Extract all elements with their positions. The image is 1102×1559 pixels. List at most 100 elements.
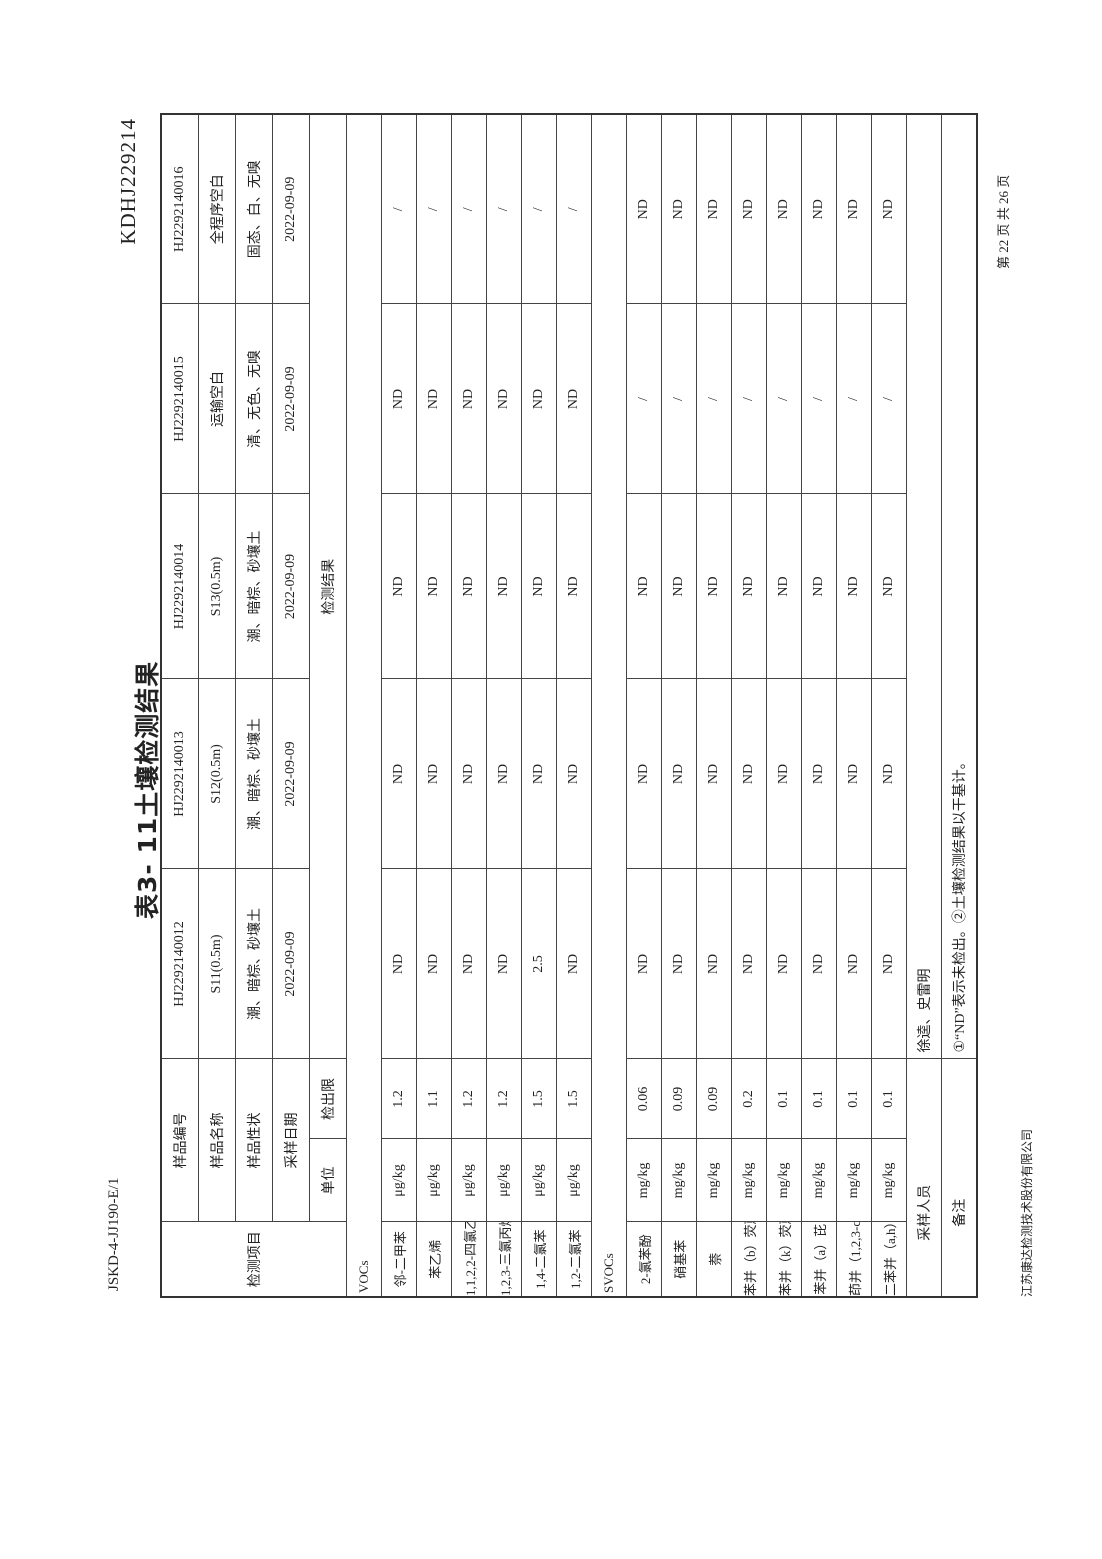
sample-name-cell: S13(0.5m) bbox=[198, 494, 236, 679]
item-name: 硝基苯 bbox=[661, 1222, 697, 1297]
sample-state-cell: 潮、暗棕、砂壤土 bbox=[235, 679, 273, 869]
result-value: / bbox=[766, 304, 802, 494]
item-name: 邻-二甲苯 bbox=[381, 1222, 417, 1297]
sample-state-cell: 清、无色、无嗅 bbox=[235, 304, 273, 494]
result-value: ND bbox=[521, 304, 557, 494]
result-value: ND bbox=[766, 679, 802, 869]
item-name: 苯乙烯 bbox=[416, 1222, 452, 1297]
table-title: 表3- 11土壤检测结果 bbox=[133, 660, 162, 919]
item-header: 检测项目 bbox=[161, 1222, 347, 1297]
result-value: ND bbox=[381, 679, 417, 869]
item-unit: μg/kg bbox=[416, 1139, 452, 1222]
table-row: 苯乙烯 μg/kg 1.1 ND ND ND ND / bbox=[416, 114, 452, 1297]
item-limit: 0.2 bbox=[731, 1059, 767, 1139]
result-value: / bbox=[626, 304, 662, 494]
table-row: 萘 mg/kg 0.09 ND ND ND / ND bbox=[696, 114, 732, 1297]
soil-test-results-table: 检测项目 样品编号 HJ2292140012 HJ2292140013 HJ229214… bbox=[160, 113, 978, 1298]
result-value: / bbox=[661, 304, 697, 494]
result-value: ND bbox=[486, 304, 522, 494]
page-number: 第 22 页 共 26 页 bbox=[996, 174, 1011, 269]
result-header: 检测结果 bbox=[309, 114, 347, 1059]
sample-state-cell: 潮、暗棕、砂壤土 bbox=[235, 869, 273, 1059]
sample-state-cell: 固态、白、无嗅 bbox=[235, 114, 273, 304]
item-limit: 1.2 bbox=[381, 1059, 417, 1139]
unit-header: 单位 bbox=[309, 1139, 347, 1222]
result-value: ND bbox=[626, 679, 662, 869]
sample-id-cell: HJ2292140015 bbox=[161, 304, 199, 494]
sample-name-cell: 运输空白 bbox=[198, 304, 236, 494]
result-value: / bbox=[801, 304, 837, 494]
result-value: / bbox=[871, 304, 907, 494]
item-unit: μg/kg bbox=[451, 1139, 487, 1222]
item-unit: mg/kg bbox=[766, 1139, 802, 1222]
item-limit: 0.06 bbox=[626, 1059, 662, 1139]
result-value: ND bbox=[836, 869, 872, 1059]
result-value: ND bbox=[801, 869, 837, 1059]
item-unit: μg/kg bbox=[521, 1139, 557, 1222]
sample-id-cell: HJ2292140012 bbox=[161, 869, 199, 1059]
item-unit: mg/kg bbox=[696, 1139, 732, 1222]
item-unit: mg/kg bbox=[836, 1139, 872, 1222]
result-value: ND bbox=[556, 304, 592, 494]
table-row: 苯并（a）芘 mg/kg 0.1 ND ND ND / ND bbox=[801, 114, 837, 1297]
result-value: ND bbox=[416, 494, 452, 679]
item-unit: mg/kg bbox=[731, 1139, 767, 1222]
result-value: ND bbox=[626, 494, 662, 679]
sample-state-cell: 潮、暗棕、砂壤土 bbox=[235, 494, 273, 679]
group-row: VOCs bbox=[346, 114, 382, 1297]
item-name: 苯并（k）荧蒽 bbox=[766, 1222, 802, 1297]
result-value: ND bbox=[381, 869, 417, 1059]
table-row: 1,1,2,2-四氯乙烷 μg/kg 1.2 ND ND ND ND / bbox=[451, 114, 487, 1297]
sampler-value: 徐逵、史雷明 bbox=[906, 114, 942, 1059]
item-limit: 0.1 bbox=[871, 1059, 907, 1139]
result-value: ND bbox=[696, 869, 732, 1059]
result-value: ND bbox=[556, 494, 592, 679]
sample-date-cell: 2022-09-09 bbox=[272, 114, 310, 304]
result-value: ND bbox=[626, 114, 662, 304]
sampler-row: 采样人员 徐逵、史雷明 bbox=[906, 114, 942, 1297]
item-limit: 0.1 bbox=[801, 1059, 837, 1139]
item-limit: 1.2 bbox=[451, 1059, 487, 1139]
table-row: 1,2-二氯苯 μg/kg 1.5 ND ND ND ND / bbox=[556, 114, 592, 1297]
header-row-sample-id: 检测项目 样品编号 HJ2292140012 HJ2292140013 HJ229214… bbox=[161, 114, 347, 1297]
item-name: 1,1,2,2-四氯乙烷 bbox=[451, 1222, 487, 1297]
sample-name-cell: 全程序空白 bbox=[198, 114, 236, 304]
remark-value: ①“ND”表示未检出。②土壤检测结果以干基计。 bbox=[941, 114, 977, 1059]
result-value: ND bbox=[416, 869, 452, 1059]
table-row: 2-氯苯酚 mg/kg 0.06 ND ND ND / ND bbox=[626, 114, 662, 1297]
result-value: ND bbox=[801, 679, 837, 869]
item-name: 萘 bbox=[696, 1222, 732, 1297]
result-value: ND bbox=[661, 869, 697, 1059]
remark-row: 备注 ①“ND”表示未检出。②土壤检测结果以干基计。 bbox=[941, 114, 977, 1297]
result-value: ND bbox=[416, 304, 452, 494]
remark-label: 备注 bbox=[941, 1059, 977, 1297]
item-name: 茚并（1,2,3-c,d)芘 bbox=[836, 1222, 872, 1297]
result-value: ND bbox=[381, 304, 417, 494]
sample-date-cell: 2022-09-09 bbox=[272, 869, 310, 1059]
sample-name-cell: S11(0.5m) bbox=[198, 869, 236, 1059]
result-value: / bbox=[696, 304, 732, 494]
result-value: ND bbox=[521, 679, 557, 869]
result-value: / bbox=[521, 114, 557, 304]
result-value: ND bbox=[486, 494, 522, 679]
result-value: ND bbox=[696, 679, 732, 869]
result-value: ND bbox=[836, 114, 872, 304]
result-value: ND bbox=[696, 114, 732, 304]
item-name: 1,2-二氯苯 bbox=[556, 1222, 592, 1297]
table-row: 1,2,3-三氯丙烷 μg/kg 1.2 ND ND ND ND / bbox=[486, 114, 522, 1297]
group-row: SVOCs bbox=[591, 114, 627, 1297]
result-value: ND bbox=[486, 869, 522, 1059]
result-value: ND bbox=[556, 679, 592, 869]
result-value: / bbox=[556, 114, 592, 304]
header-row-sample-date: 采样日期 2022-09-09 2022-09-09 2022-09-09 2022-0… bbox=[272, 114, 310, 1297]
result-value: ND bbox=[416, 679, 452, 869]
table-row: 苯并（b）荧蒽 mg/kg 0.2 ND ND ND / ND bbox=[731, 114, 767, 1297]
result-value: ND bbox=[451, 679, 487, 869]
item-unit: μg/kg bbox=[381, 1139, 417, 1222]
sample-state-label: 样品性状 bbox=[235, 1059, 273, 1222]
result-value: ND bbox=[381, 494, 417, 679]
table-row: 1,4-二氯苯 μg/kg 1.5 2.5 ND ND ND / bbox=[521, 114, 557, 1297]
result-value: ND bbox=[661, 114, 697, 304]
result-value: ND bbox=[871, 494, 907, 679]
item-limit: 0.1 bbox=[836, 1059, 872, 1139]
